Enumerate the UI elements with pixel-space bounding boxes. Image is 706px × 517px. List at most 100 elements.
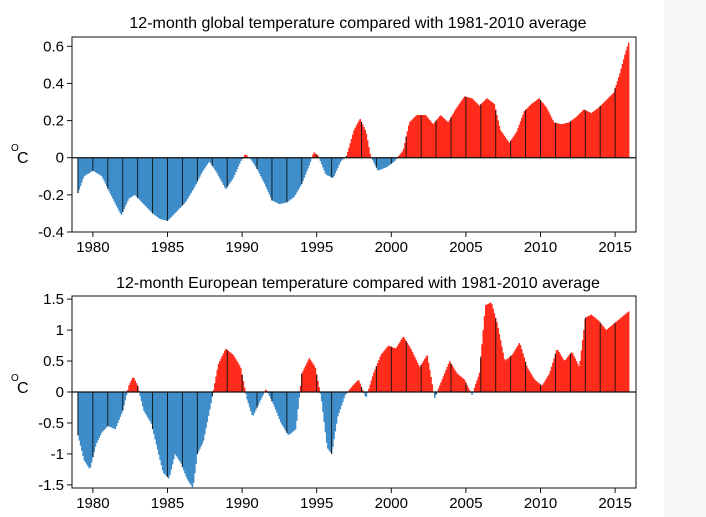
month-bar [159, 392, 161, 460]
month-bar [557, 123, 559, 158]
month-bar [461, 377, 463, 392]
month-bar [221, 157, 223, 183]
month-bar [578, 114, 580, 158]
month-bar [492, 102, 494, 158]
month-bar [611, 324, 614, 392]
month-bar [575, 361, 578, 392]
month-bar [518, 124, 521, 158]
month-bar [138, 157, 140, 200]
month-bar [191, 157, 194, 191]
month-bar [361, 124, 364, 158]
month-bar [338, 157, 340, 166]
month-bar [506, 359, 508, 392]
month-bar [394, 157, 396, 161]
month-bar [427, 118, 430, 158]
month-bar [255, 392, 257, 411]
month-bar [616, 320, 619, 392]
month-bar [434, 392, 436, 398]
month-bar [195, 157, 197, 185]
month-bar [381, 157, 384, 169]
month-bar [363, 127, 365, 158]
month-bar [573, 355, 575, 392]
month-bar [319, 157, 322, 162]
month-bar [231, 353, 233, 392]
month-bar [98, 157, 100, 175]
month-bar [625, 313, 627, 392]
month-bar [171, 157, 174, 216]
month-bar [232, 157, 235, 178]
month-bar [365, 392, 368, 397]
month-bar [115, 157, 118, 207]
month-bar [79, 157, 82, 187]
month-bar [598, 107, 600, 158]
month-bar [98, 392, 100, 438]
month-bar [276, 157, 278, 203]
month-bar [343, 392, 345, 399]
month-bar [560, 356, 563, 392]
month-bar [609, 326, 611, 392]
month-bar [562, 358, 564, 392]
month-bar [407, 125, 410, 158]
month-bar [528, 106, 530, 158]
month-bar [468, 97, 471, 158]
month-bar [214, 383, 216, 392]
month-bar [462, 98, 465, 158]
month-bar [102, 157, 104, 179]
month-bar [627, 42, 630, 158]
month-bar [245, 154, 247, 158]
month-bar [410, 349, 412, 392]
month-bar [410, 120, 412, 158]
month-bar [615, 321, 617, 392]
month-bar [255, 157, 257, 167]
month-bar [144, 392, 146, 414]
month-bar [559, 354, 562, 392]
month-bar [581, 340, 584, 392]
month-bar [417, 115, 420, 158]
month-bar [288, 392, 291, 435]
month-bar [383, 351, 385, 392]
month-bar [429, 120, 431, 158]
month-bar [93, 392, 95, 452]
month-bar [401, 337, 404, 392]
month-bar [291, 392, 293, 433]
month-bar [82, 157, 84, 180]
month-bar [153, 392, 155, 435]
month-bar [129, 157, 132, 198]
month-bar [535, 100, 538, 158]
month-bar [195, 392, 197, 464]
month-bar [278, 157, 281, 205]
month-bar [113, 392, 115, 429]
month-bar [297, 392, 299, 410]
month-bar [476, 380, 478, 392]
month-bar [416, 115, 419, 158]
month-bar [307, 360, 309, 392]
month-bar [451, 365, 453, 392]
month-bar [210, 392, 212, 404]
month-bar [555, 350, 558, 392]
month-bar [487, 99, 489, 158]
month-bar [325, 392, 328, 443]
month-bar [530, 374, 533, 392]
month-bar [297, 157, 299, 191]
month-bar [302, 371, 304, 392]
month-bar [144, 157, 146, 206]
month-bar [104, 392, 107, 429]
month-bar [430, 377, 432, 392]
x-tick-label: 2015 [598, 239, 631, 256]
month-bar [414, 116, 416, 158]
month-bar [292, 392, 294, 432]
month-bar [150, 392, 153, 424]
month-bar [228, 157, 231, 184]
x-tick-label: 1990 [225, 495, 258, 512]
month-bar [197, 157, 200, 180]
month-bar [236, 157, 238, 170]
month-bar [436, 119, 439, 158]
month-bar [415, 359, 417, 392]
month-bar [368, 147, 370, 158]
month-bar [299, 385, 302, 392]
month-bar [103, 157, 105, 181]
month-bar [141, 157, 144, 204]
month-bar [368, 388, 370, 392]
month-bar [268, 157, 271, 195]
month-bar [473, 387, 476, 392]
